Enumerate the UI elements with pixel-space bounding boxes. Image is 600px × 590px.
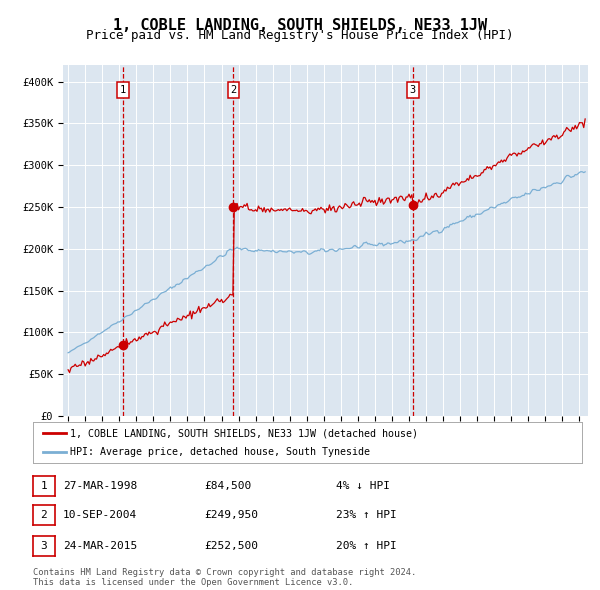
Text: 1, COBLE LANDING, SOUTH SHIELDS, NE33 1JW (detached house): 1, COBLE LANDING, SOUTH SHIELDS, NE33 1J…: [70, 428, 418, 438]
Text: 3: 3: [410, 85, 416, 95]
Text: 1, COBLE LANDING, SOUTH SHIELDS, NE33 1JW: 1, COBLE LANDING, SOUTH SHIELDS, NE33 1J…: [113, 18, 487, 32]
Text: HPI: Average price, detached house, South Tyneside: HPI: Average price, detached house, Sout…: [70, 447, 370, 457]
Text: 27-MAR-1998: 27-MAR-1998: [63, 481, 137, 490]
Text: 3: 3: [40, 541, 47, 550]
Text: 1: 1: [40, 481, 47, 490]
Text: 10-SEP-2004: 10-SEP-2004: [63, 510, 137, 520]
Text: Contains HM Land Registry data © Crown copyright and database right 2024.
This d: Contains HM Land Registry data © Crown c…: [33, 568, 416, 587]
Text: £249,950: £249,950: [204, 510, 258, 520]
Text: 24-MAR-2015: 24-MAR-2015: [63, 541, 137, 550]
Text: 2: 2: [40, 510, 47, 520]
Text: Price paid vs. HM Land Registry's House Price Index (HPI): Price paid vs. HM Land Registry's House …: [86, 30, 514, 42]
Text: 23% ↑ HPI: 23% ↑ HPI: [336, 510, 397, 520]
Text: £252,500: £252,500: [204, 541, 258, 550]
Text: 2: 2: [230, 85, 236, 95]
Text: £84,500: £84,500: [204, 481, 251, 490]
Text: 20% ↑ HPI: 20% ↑ HPI: [336, 541, 397, 550]
Text: 4% ↓ HPI: 4% ↓ HPI: [336, 481, 390, 490]
Text: 1: 1: [120, 85, 126, 95]
